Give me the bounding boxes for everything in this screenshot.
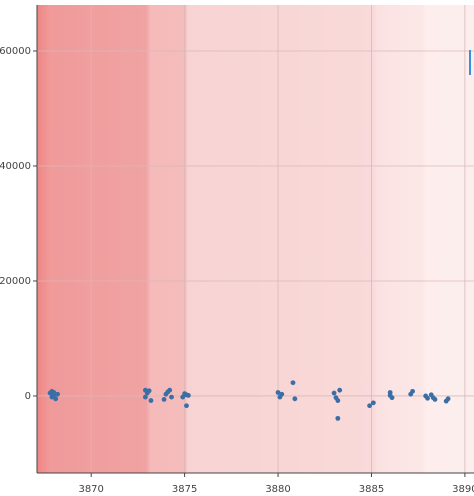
x-tick-label: 3880 (265, 484, 290, 495)
point (142, 394, 148, 400)
point (148, 398, 154, 403)
y-tick-label: 0 (25, 391, 31, 402)
x-tick-label: 3870 (78, 484, 103, 495)
y-tick-label: 40000 (0, 161, 31, 172)
point (432, 397, 438, 402)
point (161, 397, 167, 402)
point (184, 403, 189, 409)
background-bands (37, 5, 474, 473)
point (335, 415, 341, 421)
point (53, 396, 59, 402)
y-tick-label: 20000 (0, 276, 31, 287)
point (367, 403, 372, 409)
point (184, 392, 189, 398)
point (167, 387, 173, 393)
point (146, 388, 152, 394)
point (279, 391, 285, 397)
y-tick-label: 60000 (0, 46, 31, 57)
point (337, 387, 343, 393)
point (331, 390, 337, 396)
point (275, 390, 281, 395)
point (445, 396, 451, 402)
point (370, 400, 376, 406)
point (49, 394, 55, 400)
x-tick-label: 3885 (359, 484, 384, 495)
x-tick-label: 3875 (172, 484, 197, 495)
point (169, 394, 174, 400)
point (292, 396, 298, 402)
point (387, 392, 393, 398)
point (290, 380, 296, 386)
point (51, 390, 57, 395)
point (335, 398, 341, 403)
point (55, 391, 60, 397)
point (410, 388, 415, 394)
x-tick-label: 3890 (452, 484, 474, 495)
point (425, 395, 430, 401)
